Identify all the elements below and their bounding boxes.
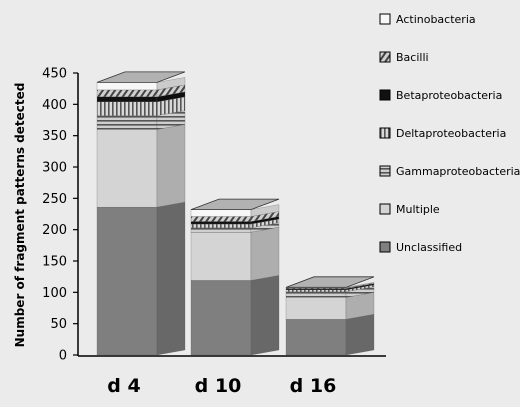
legend-swatch	[379, 203, 391, 215]
y-tick-label: 300	[42, 161, 67, 176]
bar-segment	[285, 291, 347, 298]
bar-top	[285, 276, 375, 288]
y-axis-label: Number of fragment patterns detected	[13, 83, 27, 348]
y-axis-ticks: 0 50 100 150 200 250 300 350 400 450	[42, 67, 78, 364]
bar-segment	[96, 101, 158, 116]
bar-segment	[190, 280, 252, 356]
bar-segment	[285, 289, 347, 292]
legend-swatch	[379, 89, 391, 101]
bar-segment	[96, 129, 158, 208]
legend: Actinobacteria Bacilli Betaproteobacteria D…	[379, 13, 520, 254]
legend-item: Bacilli	[379, 51, 429, 64]
bar-segment	[96, 96, 158, 102]
bar-segment-side	[156, 201, 186, 356]
y-tick-label: 250	[42, 192, 67, 207]
legend-item: Deltaproteobacteria	[379, 127, 506, 140]
legend-label: Deltaproteobacteria	[396, 127, 506, 140]
bar-segment	[190, 232, 252, 281]
bar-segment-side	[345, 314, 375, 356]
bar-segment	[96, 206, 158, 356]
bar-segment	[190, 209, 252, 217]
bar-segment-side	[250, 227, 280, 281]
legend-item: Gammaproteobacteria	[379, 165, 520, 178]
bar-segment	[190, 223, 252, 228]
y-tick-label: 450	[42, 67, 67, 82]
bar-segment	[96, 115, 158, 130]
legend-swatch	[379, 13, 391, 25]
legend-label: Betaproteobacteria	[396, 89, 502, 102]
bar-stack	[190, 198, 280, 356]
y-tick-label: 200	[42, 223, 67, 238]
bar-segment-side	[250, 204, 280, 217]
bar-stack	[285, 276, 375, 356]
legend-item: Unclassified	[379, 241, 462, 254]
legend-swatch	[379, 127, 391, 139]
bar-segment	[190, 216, 252, 222]
bar-segment-side	[156, 124, 186, 208]
legend-label: Unclassified	[396, 241, 462, 254]
bar-segment	[285, 288, 347, 290]
bar-segment	[285, 297, 347, 320]
legend-label: Actinobacteria	[396, 13, 476, 26]
x-tick-label: d 10	[195, 375, 242, 397]
bar-top	[96, 71, 186, 83]
bar-segment-side	[250, 275, 280, 356]
y-tick-label: 350	[42, 129, 67, 144]
legend-swatch	[379, 241, 391, 253]
bar-segment	[190, 227, 252, 233]
x-axis-category-labels: d 4 d 10 d 16	[107, 375, 336, 397]
legend-label: Multiple	[396, 203, 440, 216]
bars	[96, 71, 375, 356]
y-tick-label: 50	[50, 317, 67, 332]
x-tick-label: d 16	[290, 375, 337, 397]
bar-segment-side	[345, 282, 375, 289]
bar-segment	[96, 82, 158, 91]
legend-label: Gammaproteobacteria	[396, 165, 520, 178]
bar-segment	[285, 319, 347, 356]
legend-swatch	[379, 51, 391, 63]
x-tick-label: d 4	[107, 375, 140, 397]
bar-segment	[190, 221, 252, 225]
y-tick-label: 150	[42, 255, 67, 270]
bar-segment-side	[156, 77, 186, 91]
legend-label: Bacilli	[396, 51, 429, 64]
bar-top	[190, 198, 280, 211]
y-tick-label: 400	[42, 98, 67, 113]
y-tick-label: 100	[42, 286, 67, 301]
legend-item: Actinobacteria	[379, 13, 476, 26]
bar-segment	[96, 89, 158, 97]
bar-stack	[96, 71, 186, 356]
y-tick-label: 0	[59, 349, 67, 364]
legend-item: Multiple	[379, 203, 440, 216]
legend-swatch	[379, 165, 391, 177]
legend-item: Betaproteobacteria	[379, 89, 502, 102]
